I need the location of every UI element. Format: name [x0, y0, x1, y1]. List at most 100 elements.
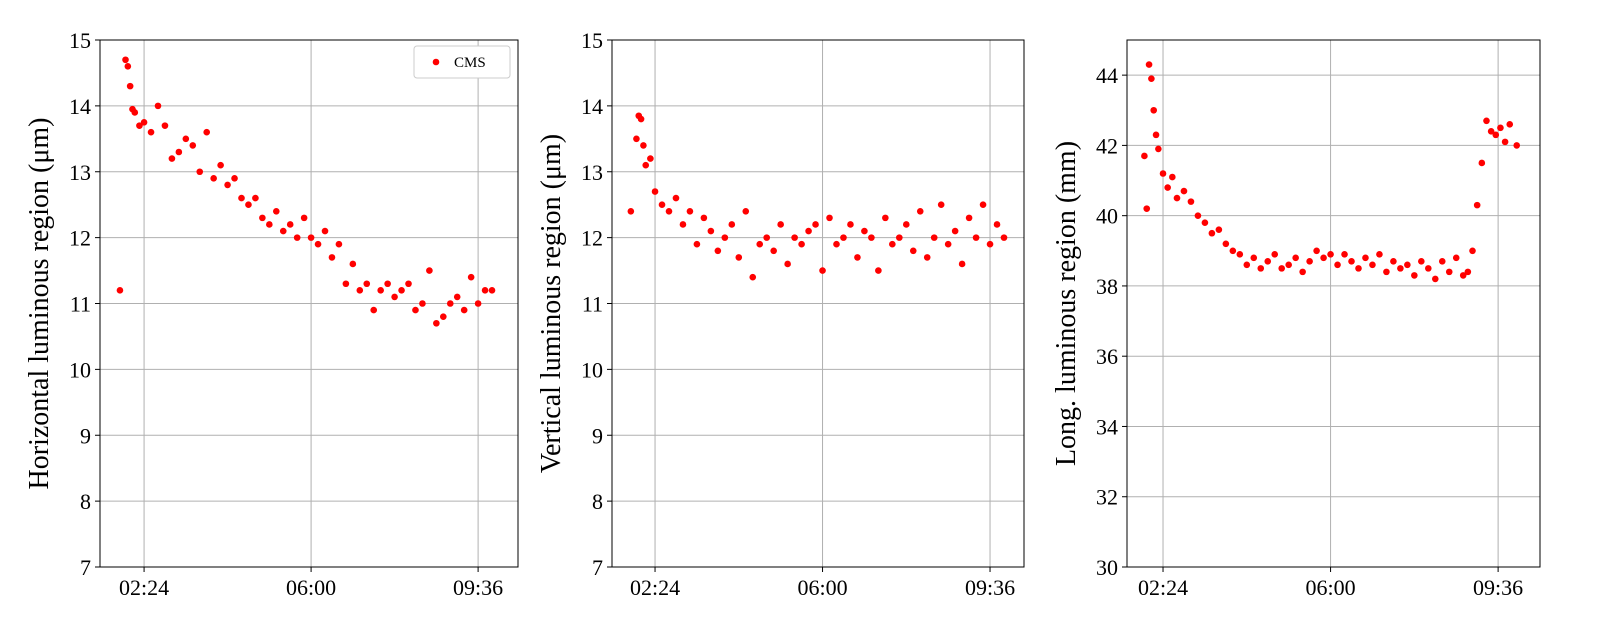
- point: [637, 115, 645, 123]
- x-tick-label: 06:00: [286, 575, 336, 600]
- point: [377, 287, 384, 294]
- point: [1187, 198, 1195, 205]
- subplot: 30 32 34 36 38 40 42 44 02:24 06:00 09:36 Long. lum…: [1051, 39, 1541, 600]
- point: [272, 207, 280, 215]
- point: [147, 128, 155, 136]
- y-tick-label: 11: [70, 292, 91, 317]
- point: [1306, 258, 1313, 265]
- point: [1411, 272, 1418, 279]
- point: [1145, 61, 1153, 68]
- point: [1313, 247, 1320, 255]
- point: [131, 109, 139, 116]
- point: [182, 135, 190, 143]
- point: [756, 240, 764, 248]
- x-tick-label: 02:24: [119, 575, 169, 600]
- point: [633, 135, 640, 143]
- point: [742, 207, 750, 215]
- plot-frame: [99, 39, 519, 568]
- point: [203, 128, 211, 136]
- point: [882, 214, 889, 222]
- point: [1148, 75, 1155, 82]
- point: [1425, 265, 1432, 272]
- point: [728, 221, 736, 228]
- point: [979, 201, 987, 208]
- point: [1464, 268, 1472, 276]
- point: [1143, 205, 1151, 212]
- point: [1000, 234, 1008, 241]
- point: [651, 188, 659, 195]
- point: [642, 161, 650, 169]
- point: [1376, 251, 1383, 258]
- point: [467, 273, 475, 281]
- point: [714, 247, 722, 255]
- point: [847, 221, 854, 228]
- point: [993, 221, 1001, 228]
- y-tick-label: 30: [1096, 555, 1118, 580]
- point: [286, 221, 294, 228]
- point: [363, 280, 371, 288]
- y-tick-label: 12: [69, 226, 91, 251]
- point: [1355, 265, 1362, 272]
- point: [446, 300, 454, 307]
- point: [937, 201, 945, 208]
- point: [1369, 261, 1376, 269]
- point: [1334, 261, 1341, 269]
- point: [1164, 184, 1171, 191]
- point: [126, 82, 134, 90]
- point: [122, 56, 129, 64]
- point: [875, 267, 882, 274]
- point: [175, 148, 183, 156]
- y-tick-label: 10: [69, 357, 91, 382]
- point: [245, 201, 252, 208]
- point: [419, 300, 426, 307]
- point: [279, 227, 287, 235]
- point: [826, 214, 833, 222]
- point: [1201, 219, 1209, 226]
- point: [777, 221, 784, 228]
- point: [1492, 131, 1500, 139]
- point: [1285, 261, 1292, 269]
- point: [474, 300, 482, 307]
- point: [481, 287, 489, 294]
- point: [1362, 254, 1369, 262]
- point: [384, 280, 391, 288]
- point: [196, 168, 204, 176]
- point: [923, 254, 931, 261]
- point: [210, 175, 217, 182]
- point: [1320, 254, 1327, 262]
- point: [321, 227, 329, 235]
- point: [770, 247, 777, 255]
- point: [1348, 258, 1355, 265]
- point: [1327, 251, 1334, 258]
- point: [356, 287, 364, 294]
- x-tick-label: 06:00: [1306, 575, 1356, 600]
- point: [433, 319, 440, 327]
- point: [1152, 131, 1160, 139]
- point: [300, 214, 308, 222]
- y-tick-label: 14: [581, 94, 603, 119]
- point: [391, 293, 398, 301]
- point: [266, 221, 273, 228]
- legend: CMS: [413, 45, 511, 79]
- point: [665, 207, 673, 215]
- point: [833, 240, 840, 248]
- point: [1483, 117, 1490, 125]
- point: [658, 201, 666, 208]
- point: [1292, 254, 1299, 262]
- y-tick-label: 15: [581, 28, 603, 53]
- x-tick-label: 09:36: [965, 575, 1015, 600]
- point: [1501, 138, 1509, 146]
- point: [154, 102, 162, 110]
- point: [1250, 254, 1258, 262]
- point: [168, 155, 176, 162]
- point: [1159, 170, 1167, 177]
- y-tick-label: 38: [1096, 274, 1118, 299]
- point: [1278, 265, 1286, 272]
- point: [1445, 268, 1453, 276]
- y-tick-label: 10: [581, 357, 603, 382]
- point: [972, 234, 980, 241]
- point: [1208, 229, 1216, 237]
- point: [370, 306, 378, 314]
- point: [930, 234, 938, 241]
- point: [1469, 247, 1476, 255]
